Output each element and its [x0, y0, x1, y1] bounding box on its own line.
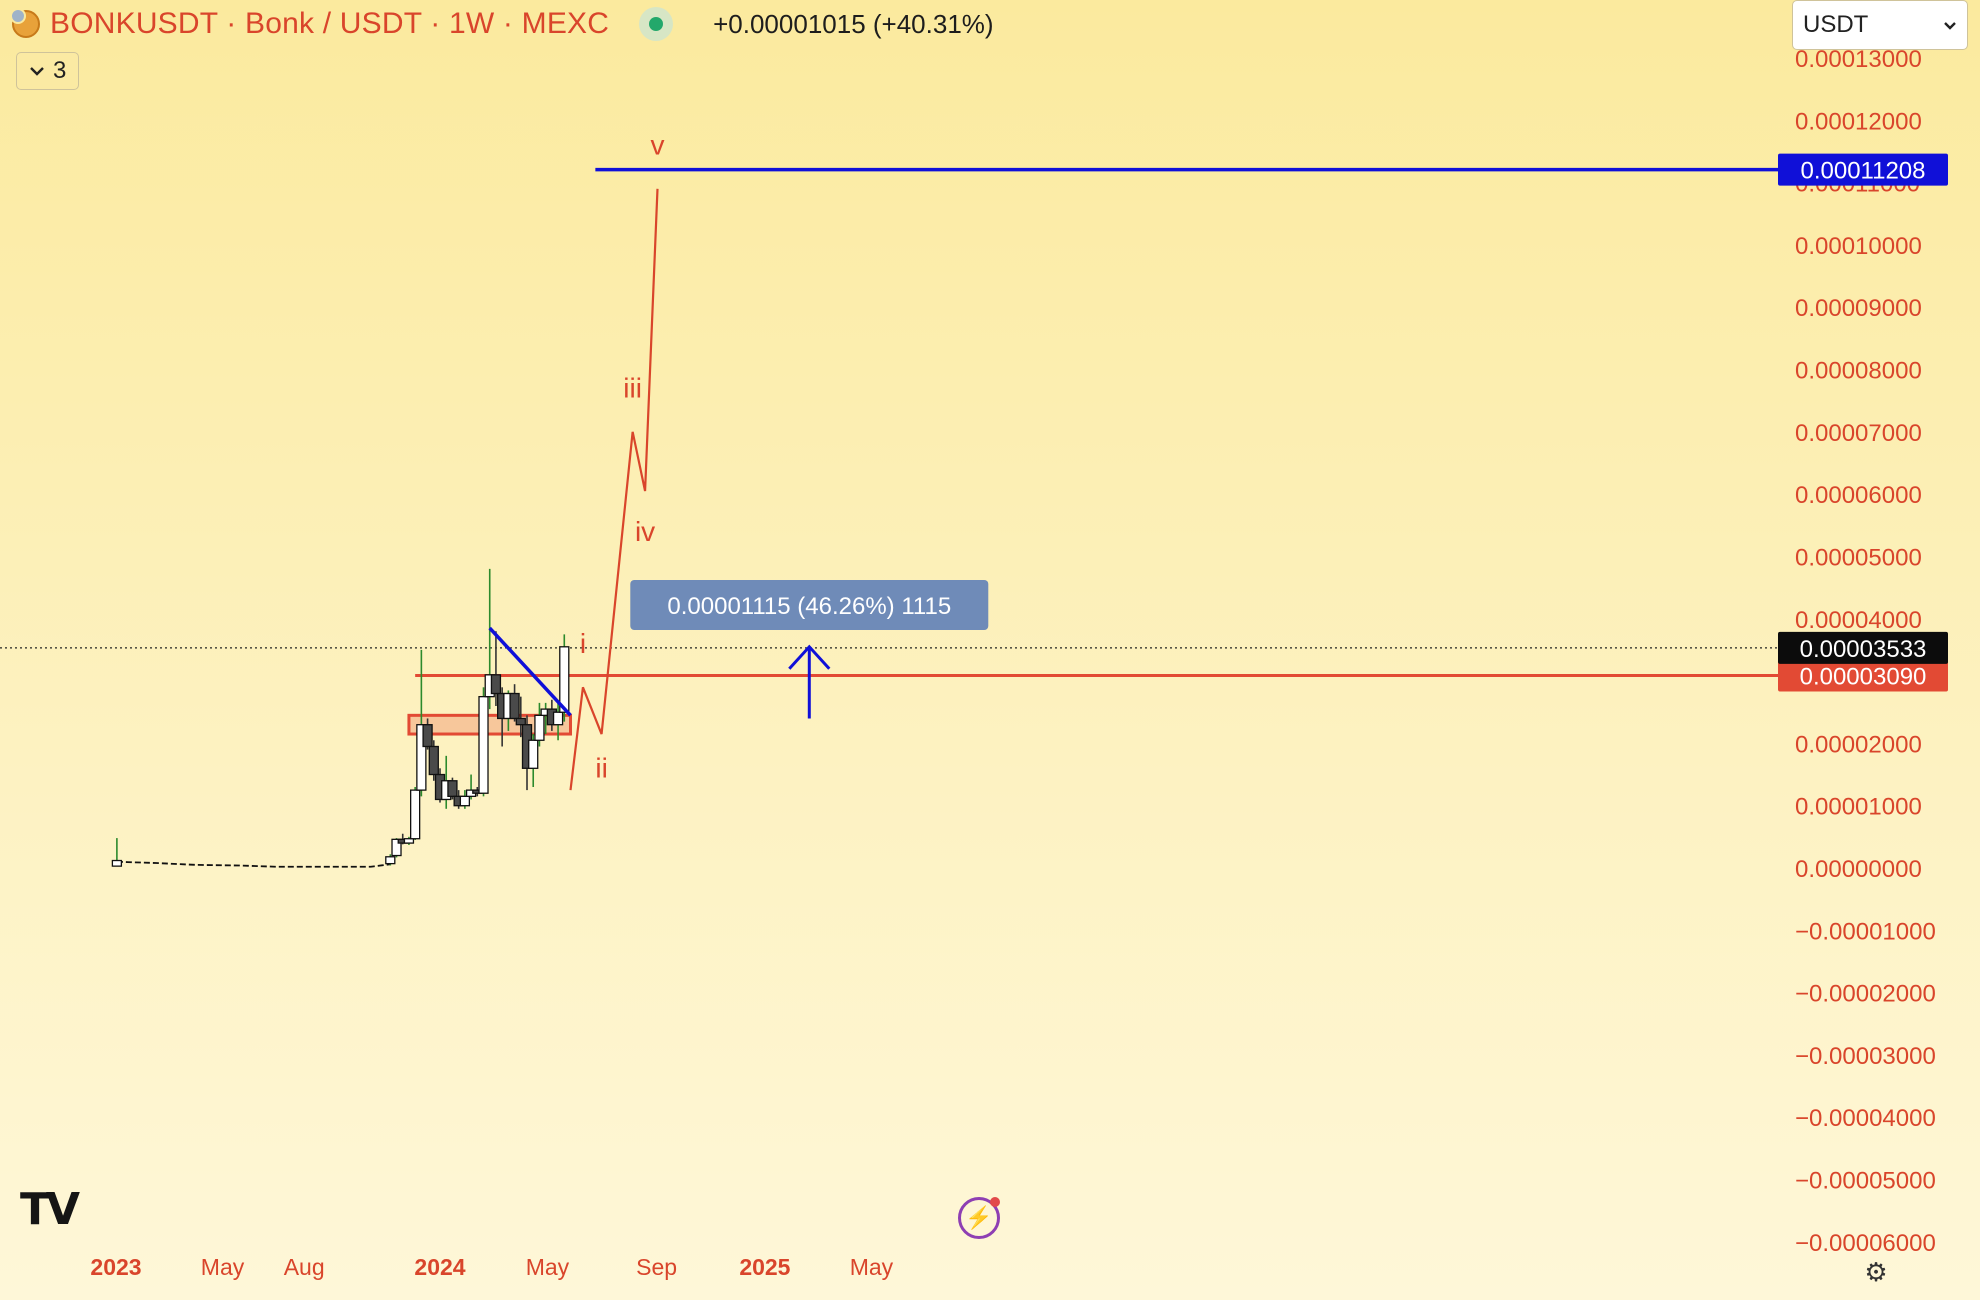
target-tag	[1778, 153, 1948, 186]
candle-body	[410, 789, 421, 840]
current-price-tag	[1778, 631, 1948, 664]
candle-body	[490, 674, 502, 695]
wave-label: iii	[623, 373, 642, 404]
currency-select[interactable]: USDT	[1792, 0, 1968, 50]
select-chevron-icon	[1944, 21, 1956, 30]
candle-body	[111, 859, 123, 867]
y-tick-label: −0.00005000	[1795, 1168, 1936, 1195]
candle-body	[428, 745, 439, 776]
indicators-count: 3	[53, 57, 67, 84]
wave-label: i	[580, 628, 586, 659]
candle-body	[528, 739, 539, 769]
status-dot-icon	[649, 17, 664, 31]
candle-body	[391, 838, 402, 857]
gear-icon[interactable]: ⚙	[1864, 1257, 1888, 1287]
y-tick-label: 0.00009000	[1795, 295, 1922, 322]
level-lines	[0, 167, 1778, 677]
candle-body	[478, 695, 489, 794]
chevron-down-icon	[30, 67, 44, 76]
measure-label: 0.00001115 (46.26%) 1115	[667, 593, 951, 620]
candle-body	[552, 711, 564, 726]
candle-body	[403, 838, 415, 844]
x-tick-label: May	[201, 1254, 245, 1280]
chart-header: BONKUSDT · Bonk / USDT · 1W · MEXC +0.00…	[10, 6, 994, 42]
x-tick-label: May	[526, 1254, 570, 1280]
candle-body	[515, 717, 526, 726]
tradingview-logo-icon[interactable]: TV	[20, 1184, 80, 1235]
y-tick-label: 0.00010000	[1795, 233, 1922, 260]
y-axis: 0.000130000.000120000.000110000.00010000…	[1795, 46, 1936, 1257]
candle-body	[509, 692, 520, 720]
early-price-line	[116, 860, 391, 868]
current-price-tag-label: 0.00003533	[1800, 636, 1927, 663]
y-tick-label: 0.00000000	[1795, 856, 1922, 883]
y-tick-label: 0.00006000	[1795, 482, 1922, 509]
wave-label: v	[650, 130, 664, 161]
y-tick-label: 0.00005000	[1795, 544, 1922, 571]
descending-trendline	[488, 626, 572, 717]
measure-label-box	[630, 580, 989, 630]
price-change: +0.00001015 (+40.31%)	[713, 8, 994, 39]
candle-body	[416, 724, 427, 791]
flat-price-line	[116, 860, 391, 868]
x-tick-label: 2023	[90, 1254, 141, 1280]
measure-arrow-head	[788, 644, 831, 670]
x-tick-label: May	[850, 1254, 894, 1280]
elliott-wave-path	[569, 188, 659, 791]
y-tick-label: 0.00012000	[1795, 108, 1922, 135]
wave-label: iv	[635, 516, 655, 547]
x-tick-label: Sep	[636, 1254, 677, 1280]
market-status-indicator[interactable]	[639, 7, 674, 41]
bonk-coin-icon	[10, 8, 40, 38]
y-tick-label: 0.00004000	[1795, 607, 1922, 634]
symbol-title[interactable]: BONKUSDT · Bonk / USDT · 1W · MEXC	[50, 7, 610, 40]
y-tick-label: −0.00006000	[1795, 1230, 1936, 1257]
candles	[111, 568, 570, 867]
support-tag	[1778, 659, 1948, 692]
target-tag-label: 0.00011208	[1800, 158, 1925, 185]
candle-body	[534, 714, 545, 741]
y-tick-label: 0.00008000	[1795, 358, 1922, 385]
wave-label: ii	[595, 753, 607, 784]
x-axis: 2023 May Aug 2024 May Sep 2025 May	[90, 1254, 893, 1280]
support-tag-label: 0.00003090	[1800, 663, 1927, 690]
x-tick-label: 2024	[414, 1254, 465, 1280]
candle-body	[422, 724, 433, 748]
lightning-icon[interactable]: ⚡	[958, 1197, 1000, 1239]
y-tick-label: 0.00013000	[1795, 46, 1922, 73]
currency-select-value: USDT	[1803, 11, 1869, 38]
x-tick-label: Aug	[284, 1254, 325, 1280]
candle-body	[385, 856, 396, 865]
candle-body	[447, 780, 458, 797]
indicators-toggle-button[interactable]: 3	[16, 52, 80, 90]
candle-body	[459, 795, 471, 807]
y-tick-label: −0.00001000	[1795, 918, 1936, 945]
y-tick-label: 0.00002000	[1795, 731, 1922, 758]
y-tick-label: −0.00004000	[1795, 1105, 1936, 1132]
y-tick-label: −0.00003000	[1795, 1043, 1936, 1070]
y-tick-label: −0.00002000	[1795, 981, 1936, 1008]
candle-body	[559, 646, 570, 713]
x-tick-label: 2025	[739, 1254, 790, 1280]
y-tick-label: 0.00007000	[1795, 420, 1922, 447]
y-tick-label: 0.00001000	[1795, 794, 1922, 821]
